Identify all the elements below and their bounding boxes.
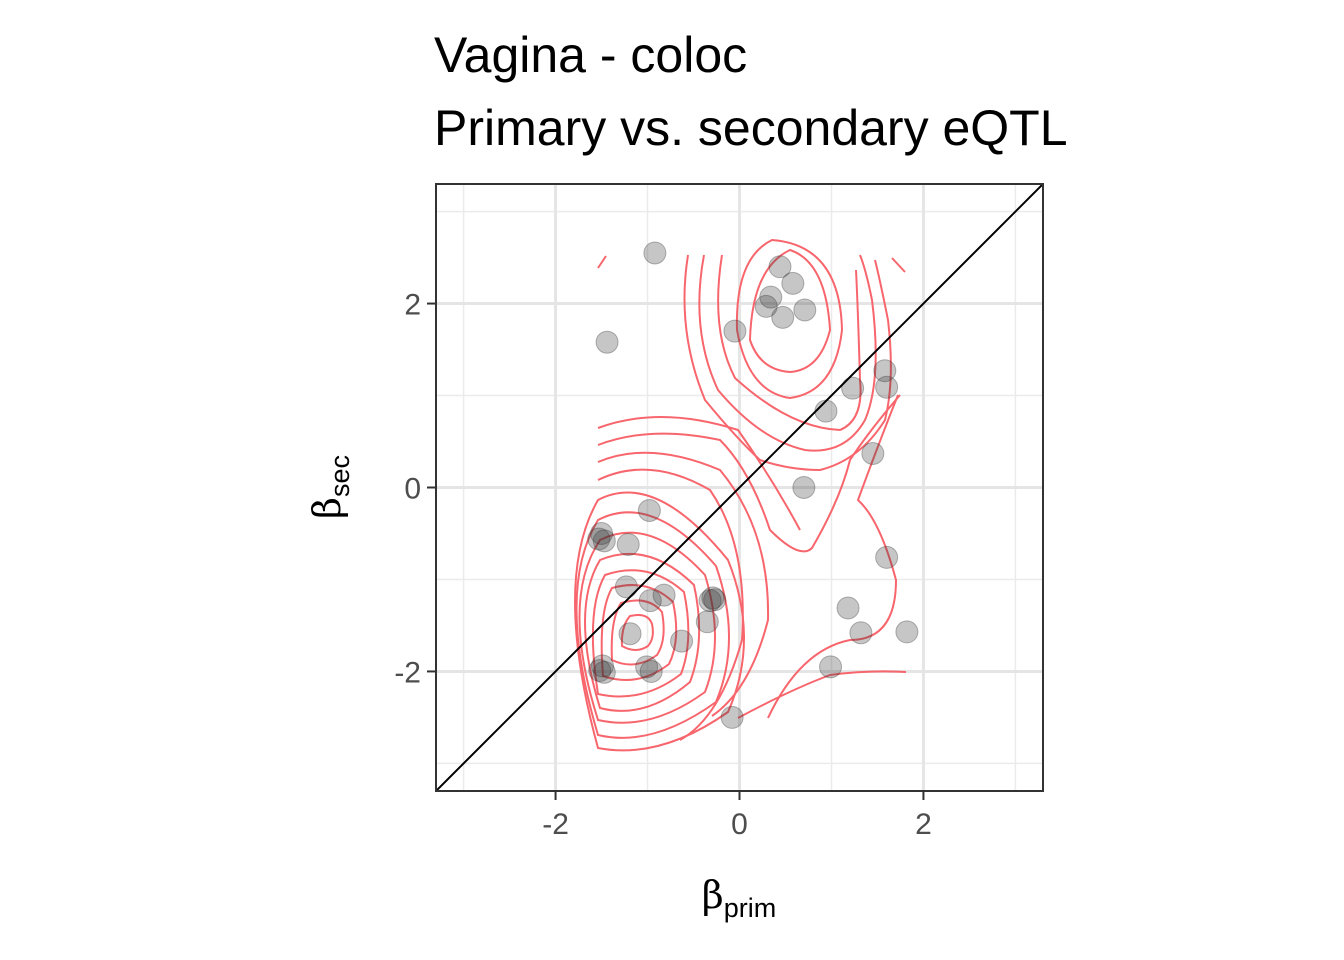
x-tick-label: 0 [731,808,748,841]
y-tick-label: -2 [394,656,421,689]
contour-line [620,614,654,651]
data-point [637,498,661,522]
data-point [875,375,899,399]
contour-line [737,670,907,719]
contour-line [610,599,665,666]
data-point [592,529,616,553]
contour-line [600,584,678,681]
data-point [616,533,640,557]
contour-line [591,569,690,698]
data-point [759,285,783,309]
contour-line [575,511,730,739]
y-axis-label: βsec [305,455,355,519]
contour-line [597,451,770,717]
data-point [695,610,719,634]
data-point [720,705,744,729]
data-point [701,586,725,610]
data-point [587,527,611,551]
data-point [849,621,873,645]
chart-title-line-1: Vagina - coloc [434,27,747,83]
chart-title-line-2: Primary vs. secondary eQTL [434,100,1068,156]
data-point [592,660,616,684]
data-point [814,399,838,423]
data-point [703,588,727,612]
data-point [614,575,638,599]
data-point [652,583,676,607]
contour-line [597,255,607,269]
data-point [836,596,860,620]
density-contours [574,238,907,752]
x-axis-label-symbol: β [702,873,724,917]
data-point [754,294,778,318]
data-point [595,330,619,354]
x-axis-label-subscript: prim [724,893,777,923]
data-point [873,359,897,383]
data-point [781,271,805,295]
data-point [590,521,614,545]
data-point [768,255,792,279]
data-point [792,476,816,499]
data-point [723,319,747,343]
data-point [618,622,642,646]
x-tick-label: -2 [542,808,569,841]
x-axis-label: βprim [702,873,776,923]
x-tick-label: 2 [915,808,932,841]
axis-ticks: -2 0 2 -2 0 2 [394,289,931,841]
y-axis-label-symbol: β [305,497,349,519]
contour-line [735,238,844,400]
y-axis-label-subscript: sec [325,455,355,497]
data-point [895,620,919,644]
contour-line [597,468,744,741]
data-point [861,441,885,465]
contour-line [717,254,862,432]
data-point [638,589,662,613]
data-point [639,659,663,683]
data-point [590,654,614,678]
data-point [771,305,795,329]
contour-line [574,491,745,752]
data-point [670,629,694,653]
contour-line [584,552,701,712]
contour-line [891,257,906,273]
data-point [698,589,722,613]
contour-line [578,531,716,724]
data-point [588,659,612,683]
y-tick-label: 2 [404,289,421,322]
contour-line [683,254,892,472]
data-point [841,376,865,400]
data-point [875,545,899,569]
contour-line [698,254,877,452]
identity-line [436,184,1043,791]
data-point [819,655,843,679]
contour-line [767,394,899,719]
contour-line [748,248,832,374]
data-point [635,655,659,679]
y-tick-label: 0 [404,473,421,506]
data-point [643,241,667,265]
contour-line [597,415,801,531]
data-point [793,298,817,322]
